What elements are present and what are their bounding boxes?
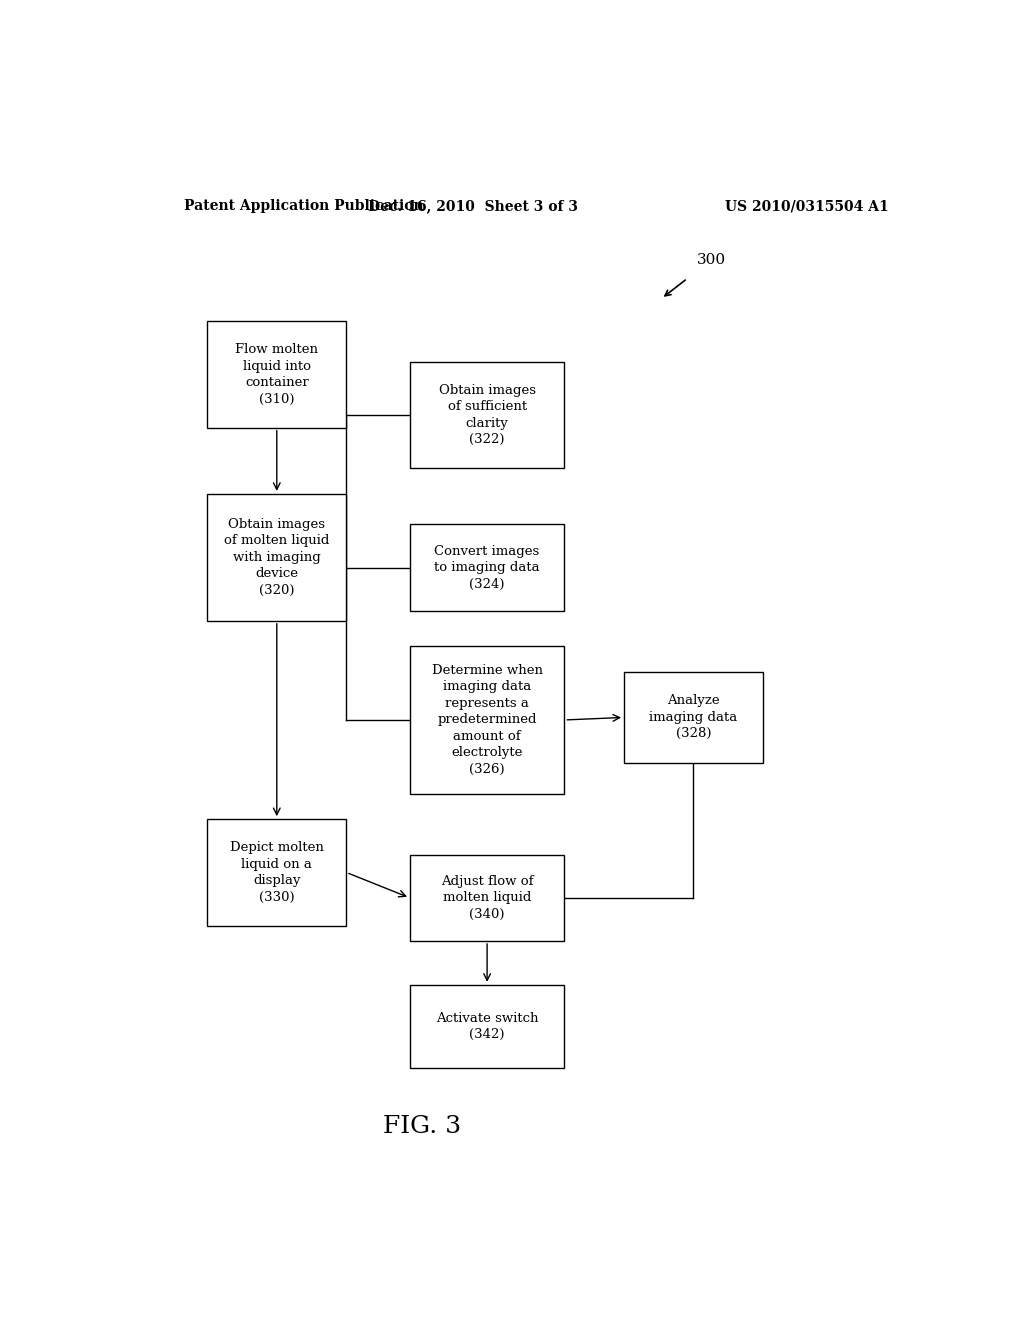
Text: US 2010/0315504 A1: US 2010/0315504 A1 [725,199,889,213]
Bar [410,985,564,1068]
Text: Activate switch
(342): Activate switch (342) [436,1011,539,1041]
Text: Convert images
to imaging data
(324): Convert images to imaging data (324) [434,545,540,590]
Text: Obtain images
of sufficient
clarity
(322): Obtain images of sufficient clarity (322… [438,384,536,446]
Bar [207,818,346,925]
Bar [624,672,763,763]
Bar [410,362,564,469]
Text: Analyze
imaging data
(328): Analyze imaging data (328) [649,694,737,741]
Text: Determine when
imaging data
represents a
predetermined
amount of
electrolyte
(32: Determine when imaging data represents a… [431,664,543,776]
Text: Obtain images
of molten liquid
with imaging
device
(320): Obtain images of molten liquid with imag… [224,517,330,597]
Bar [410,647,564,793]
Text: Adjust flow of
molten liquid
(340): Adjust flow of molten liquid (340) [441,875,534,921]
Text: Dec. 16, 2010  Sheet 3 of 3: Dec. 16, 2010 Sheet 3 of 3 [369,199,579,213]
Bar [207,321,346,428]
Text: FIG. 3: FIG. 3 [383,1114,461,1138]
Bar [410,854,564,941]
Text: Patent Application Publication: Patent Application Publication [183,199,423,213]
Bar [410,524,564,611]
Text: Depict molten
liquid on a
display
(330): Depict molten liquid on a display (330) [229,841,324,904]
Text: Flow molten
liquid into
container
(310): Flow molten liquid into container (310) [236,343,318,405]
Bar [207,494,346,620]
Text: 300: 300 [696,253,726,267]
